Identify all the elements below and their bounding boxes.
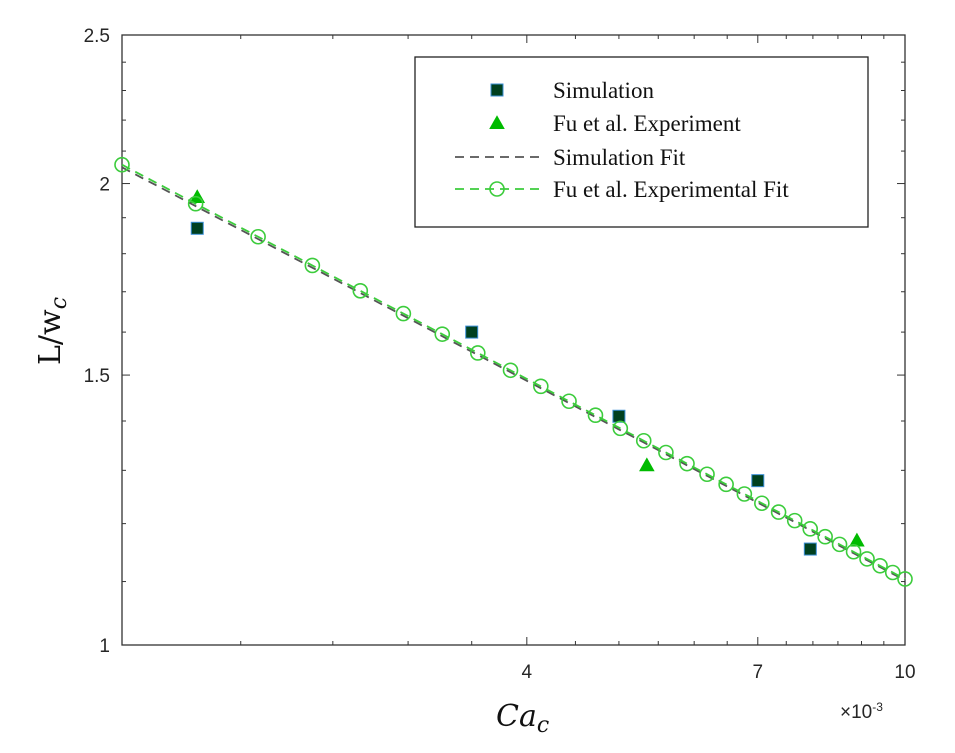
fit-point [612, 420, 629, 437]
legend-marker [490, 83, 504, 97]
fit-point [786, 512, 803, 529]
fit-point [469, 345, 486, 361]
legend-label: Simulation [553, 78, 654, 103]
legend-label: Fu et al. Experimental Fit [553, 177, 789, 202]
x-tick-label: 10 [894, 662, 915, 683]
legend-marker [489, 115, 505, 129]
y-tick-label: 1.5 [84, 366, 110, 387]
fit-point [872, 557, 888, 574]
fit-point [434, 326, 451, 342]
fit-point [635, 432, 652, 449]
experiment-point [639, 457, 655, 472]
fit-point [897, 571, 913, 587]
y-axis-label-subscript: c [47, 297, 72, 309]
fit-point [817, 528, 833, 545]
y-tick-label: 1 [99, 636, 110, 657]
y-tick-label: 2.5 [84, 26, 110, 47]
fit-point [395, 305, 412, 322]
x-axis-label-subscript: c [537, 713, 549, 738]
fit-point [561, 393, 577, 410]
x-tick-label: 4 [522, 662, 533, 683]
fit-point [187, 195, 204, 212]
plot-area [114, 156, 913, 587]
fit-point [754, 495, 770, 512]
x-axis-label: Cac [496, 699, 549, 738]
simulation-point [465, 325, 479, 339]
fit-point [802, 521, 819, 537]
experiment-point [849, 532, 865, 547]
fit-point [718, 476, 734, 493]
y-tick-label: 2 [99, 175, 110, 196]
fit-point [679, 455, 695, 472]
fit-point [658, 444, 674, 461]
fit-point [736, 486, 753, 502]
fit-point [699, 466, 715, 483]
x-multiplier-base: ×10 [840, 702, 872, 723]
fit-point [770, 504, 787, 520]
fit-line [121, 166, 906, 582]
simulation-point [803, 542, 817, 556]
legend-marker [489, 181, 505, 197]
simulation-point [751, 474, 765, 488]
legend-label: Simulation Fit [553, 145, 686, 170]
fit-point [845, 543, 862, 560]
simulation-point [612, 409, 626, 423]
fit-point [352, 283, 369, 299]
fit-point [859, 551, 875, 567]
x-axis-label-main: Ca [496, 699, 537, 734]
fit-point [533, 378, 549, 395]
y-axis-label: L/wc [33, 297, 72, 365]
plot-frame [121, 34, 906, 646]
x-tick-label: 7 [753, 662, 764, 683]
x-multiplier: ×10-3 [840, 700, 883, 723]
fit-point [114, 156, 130, 173]
fit-point [502, 362, 519, 379]
fit-point [587, 407, 604, 424]
fit-line [121, 163, 906, 580]
simulation-point [190, 221, 204, 235]
x-multiplier-exponent: -3 [872, 700, 883, 714]
fit-point [304, 257, 321, 274]
y-axis-label-main: L/w [33, 309, 68, 365]
axes: 4 7 10 1 1.5 2 2.5 [84, 26, 916, 683]
fit-point [250, 228, 266, 245]
legend-label: Fu et al. Experiment [553, 111, 741, 136]
fit-point [884, 564, 901, 581]
legend: Simulation Fu et al. Experiment Simulation… [414, 56, 869, 228]
fit-point [831, 536, 848, 553]
